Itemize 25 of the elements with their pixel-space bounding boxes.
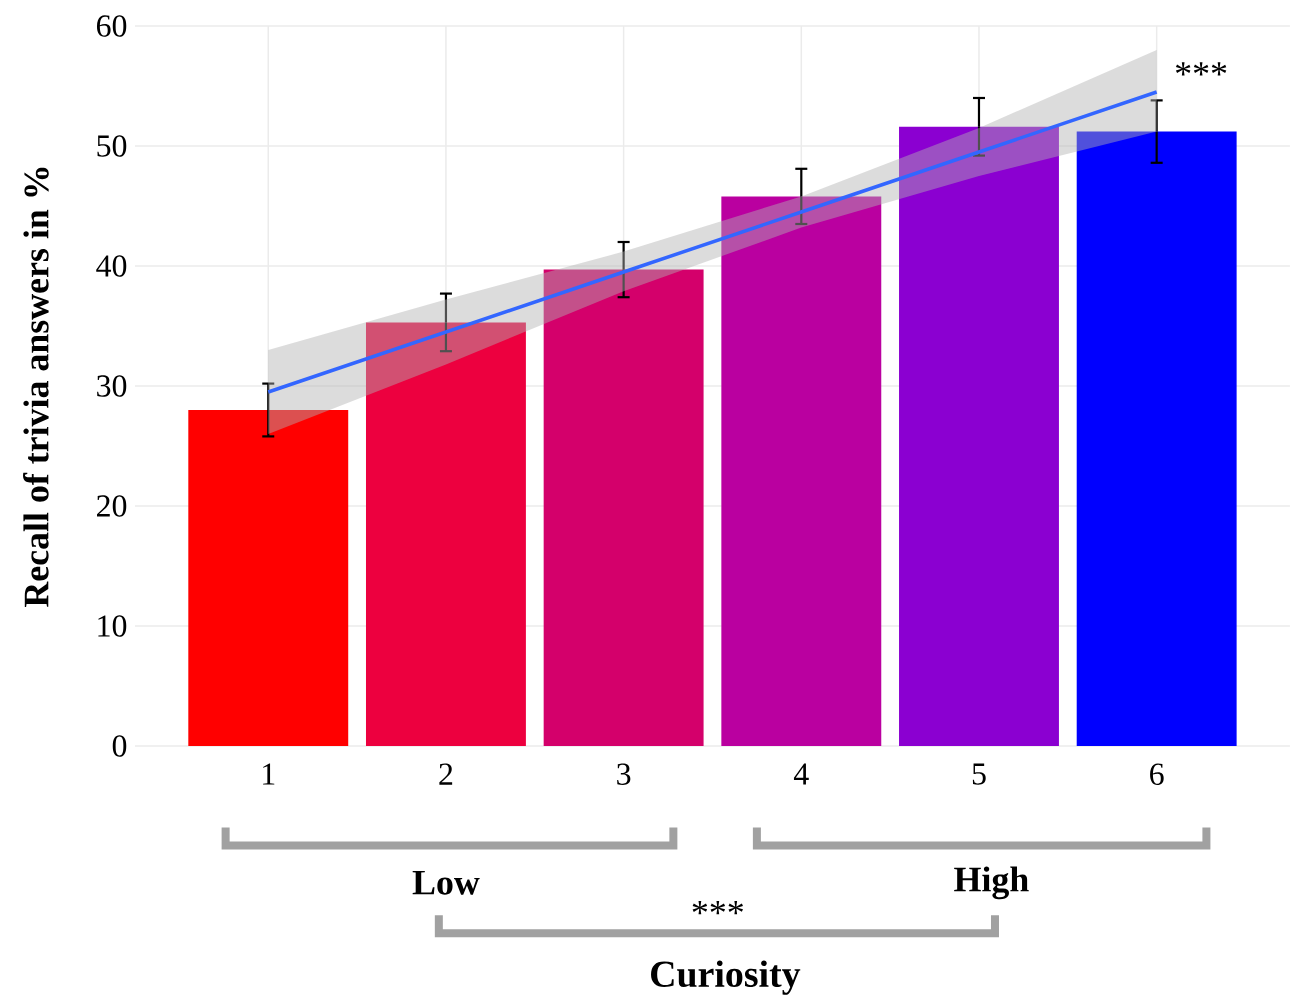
y-tick-label: 20 [97, 495, 127, 517]
y-tick-label: 30 [97, 375, 127, 397]
y-axis-title: Recall of trivia answers in % [23, 167, 49, 608]
bar [899, 126, 1059, 746]
bar [543, 269, 704, 746]
annotation: *** [1175, 62, 1227, 76]
x-tick-label: 2 [439, 763, 453, 785]
bar [721, 196, 882, 746]
y-tick-label: 40 [96, 255, 127, 277]
x-tick-label: 6 [1150, 763, 1164, 785]
y-tick-label: 60 [96, 15, 127, 37]
text: Low [412, 870, 480, 895]
bar [365, 322, 526, 746]
y-tick-label: 0 [112, 735, 127, 757]
x-tick-label: 1 [263, 763, 275, 785]
x-tick-label: 4 [793, 763, 809, 785]
x-tick-label: 3 [617, 763, 631, 785]
y-tick-label: 50 [97, 135, 127, 157]
x-axis-title: Curiosity [651, 960, 801, 995]
bar [188, 410, 349, 746]
text: High [954, 866, 1029, 900]
bar [1076, 131, 1237, 746]
y-tick-label: 10 [98, 615, 127, 637]
x-tick-label: 5 [972, 763, 986, 785]
text: *** [692, 901, 743, 915]
